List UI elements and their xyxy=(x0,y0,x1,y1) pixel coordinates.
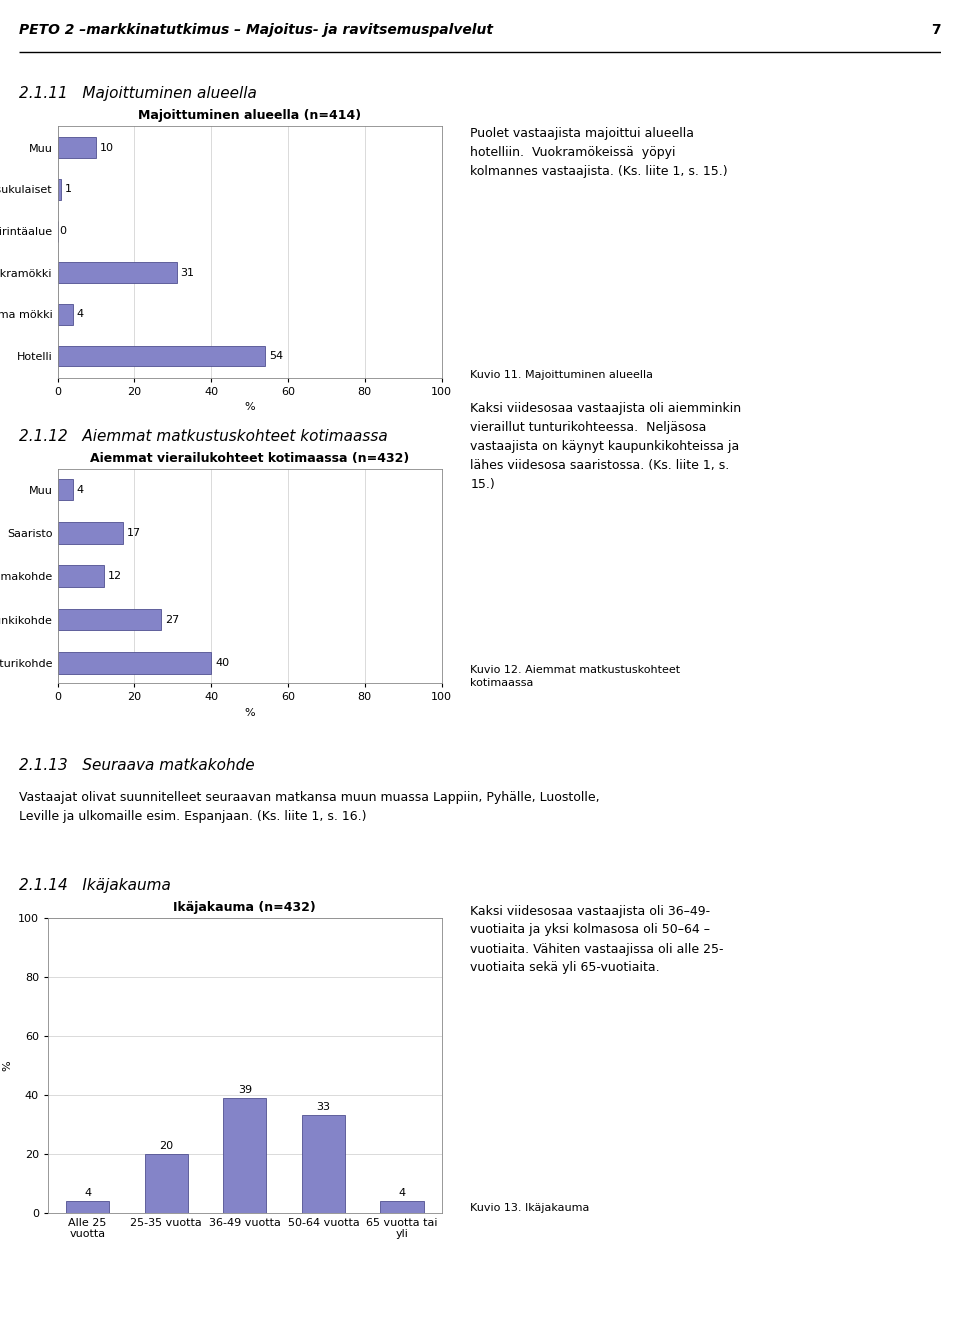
Text: 2.1.13   Seuraava matkakohde: 2.1.13 Seuraava matkakohde xyxy=(19,757,254,773)
Bar xyxy=(58,263,177,283)
Bar xyxy=(58,304,73,324)
Bar xyxy=(223,1097,267,1213)
Text: 10: 10 xyxy=(100,143,114,153)
Text: Kaksi viidesosaa vastaajista oli 36–49-
vuotiaita ja yksi kolmasosa oli 50–64 –
: Kaksi viidesosaa vastaajista oli 36–49- … xyxy=(470,905,724,974)
Bar xyxy=(380,1201,423,1213)
Text: 4: 4 xyxy=(398,1189,406,1198)
Text: 33: 33 xyxy=(317,1103,330,1112)
Title: Majoittuminen alueella (n=414): Majoittuminen alueella (n=414) xyxy=(138,109,361,122)
Text: 40: 40 xyxy=(215,658,229,667)
Text: 54: 54 xyxy=(269,351,283,360)
Text: 12: 12 xyxy=(108,571,122,582)
Text: Puolet vastaajista majoittui alueella
hotelliin.  Vuokramökeissä  yöpyi
kolmanne: Puolet vastaajista majoittui alueella ho… xyxy=(470,127,728,178)
Text: 4: 4 xyxy=(84,1189,91,1198)
Text: 2.1.11   Majoittuminen alueella: 2.1.11 Majoittuminen alueella xyxy=(19,86,257,102)
Bar xyxy=(301,1115,345,1213)
Text: 0: 0 xyxy=(60,226,66,236)
Text: 20: 20 xyxy=(159,1140,173,1151)
Bar xyxy=(58,346,265,366)
Text: 2.1.12   Aiemmat matkustuskohteet kotimaassa: 2.1.12 Aiemmat matkustuskohteet kotimaas… xyxy=(19,429,388,445)
Bar xyxy=(66,1201,109,1213)
Bar xyxy=(58,180,61,200)
Title: Aiemmat vierailukohteet kotimaassa (n=432): Aiemmat vierailukohteet kotimaassa (n=43… xyxy=(90,452,409,465)
Text: 39: 39 xyxy=(238,1085,252,1095)
X-axis label: %: % xyxy=(244,708,255,718)
Text: Kuvio 12. Aiemmat matkustuskohteet
kotimaassa: Kuvio 12. Aiemmat matkustuskohteet kotim… xyxy=(470,665,681,687)
Text: 7: 7 xyxy=(931,23,941,38)
Bar xyxy=(145,1154,188,1213)
Text: Kuvio 13. Ikäjakauma: Kuvio 13. Ikäjakauma xyxy=(470,1203,589,1213)
Text: 17: 17 xyxy=(127,528,141,537)
Text: Kuvio 11. Majoittuminen alueella: Kuvio 11. Majoittuminen alueella xyxy=(470,370,654,379)
Text: 4: 4 xyxy=(77,485,84,494)
Text: Vastaajat olivat suunnitelleet seuraavan matkansa muun muassa Lappiin, Pyhälle, : Vastaajat olivat suunnitelleet seuraavan… xyxy=(19,791,600,823)
Text: 1: 1 xyxy=(65,185,72,194)
X-axis label: %: % xyxy=(244,402,255,413)
Bar xyxy=(58,565,104,587)
Text: Kaksi viidesosaa vastaajista oli aiemminkin
vieraillut tunturikohteessa.  Neljäs: Kaksi viidesosaa vastaajista oli aiemmin… xyxy=(470,402,741,490)
Text: 31: 31 xyxy=(180,268,195,277)
Title: Ikäjakauma (n=432): Ikäjakauma (n=432) xyxy=(174,900,316,914)
Y-axis label: %: % xyxy=(3,1060,12,1071)
Bar xyxy=(58,608,161,630)
Bar xyxy=(58,523,123,544)
Text: 27: 27 xyxy=(165,615,180,624)
Bar xyxy=(58,653,211,674)
Text: 2.1.14   Ikäjakauma: 2.1.14 Ikäjakauma xyxy=(19,878,171,894)
Text: 4: 4 xyxy=(77,310,84,319)
Bar xyxy=(58,138,96,158)
Text: PETO 2 –markkinatutkimus – Majoitus- ja ravitsemuspalvelut: PETO 2 –markkinatutkimus – Majoitus- ja … xyxy=(19,23,493,38)
Bar xyxy=(58,478,73,500)
